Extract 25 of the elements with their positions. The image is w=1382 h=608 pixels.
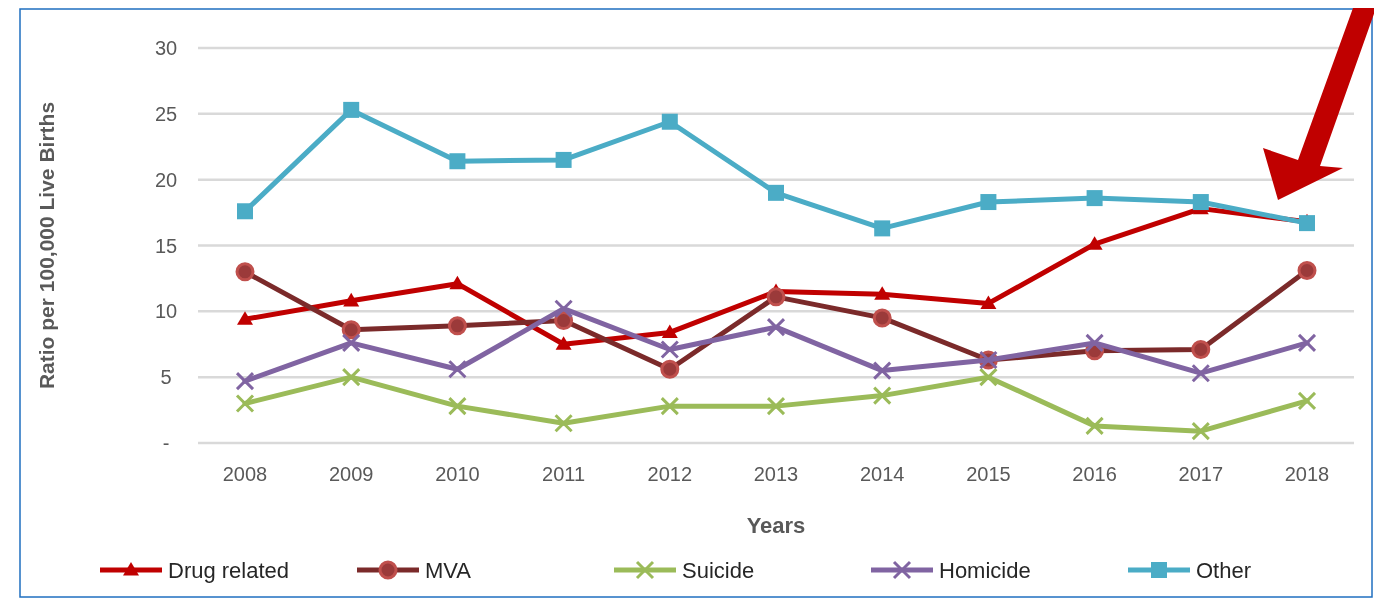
- x-tick-label: 2015: [966, 463, 1011, 485]
- y-tick-label: 30: [154, 37, 178, 59]
- y-tick-label: 15: [154, 234, 178, 257]
- x-axis-title: Years: [746, 513, 806, 538]
- y-tick-label: 25: [154, 102, 178, 125]
- legend-label: MVA: [425, 557, 472, 583]
- legend-label: Drug related: [168, 557, 290, 583]
- x-tick-label: 2011: [542, 463, 586, 485]
- y-tick-label: 20: [154, 168, 178, 191]
- legend-label: Other: [1196, 557, 1252, 583]
- x-tick-label: 2018: [1284, 463, 1330, 485]
- x-tick-label: 2010: [435, 463, 480, 485]
- x-tick-label: 2017: [1178, 463, 1224, 485]
- x-tick-label: 2009: [328, 463, 374, 485]
- y-tick-label: 10: [154, 300, 178, 323]
- x-tick-label: 2012: [647, 463, 693, 485]
- legend-label: Homicide: [939, 557, 1031, 583]
- legend-label: Suicide: [682, 557, 755, 583]
- x-tick-label: 2008: [222, 463, 268, 485]
- x-tick-label: 2014: [859, 463, 905, 485]
- y-tick-label: 5: [160, 366, 172, 389]
- y-axis-title: Ratio per 100,000 Live Births: [35, 101, 58, 390]
- x-tick-label: 2016: [1072, 463, 1117, 485]
- y-tick-label: -: [162, 432, 170, 454]
- x-tick-label: 2013: [753, 463, 799, 485]
